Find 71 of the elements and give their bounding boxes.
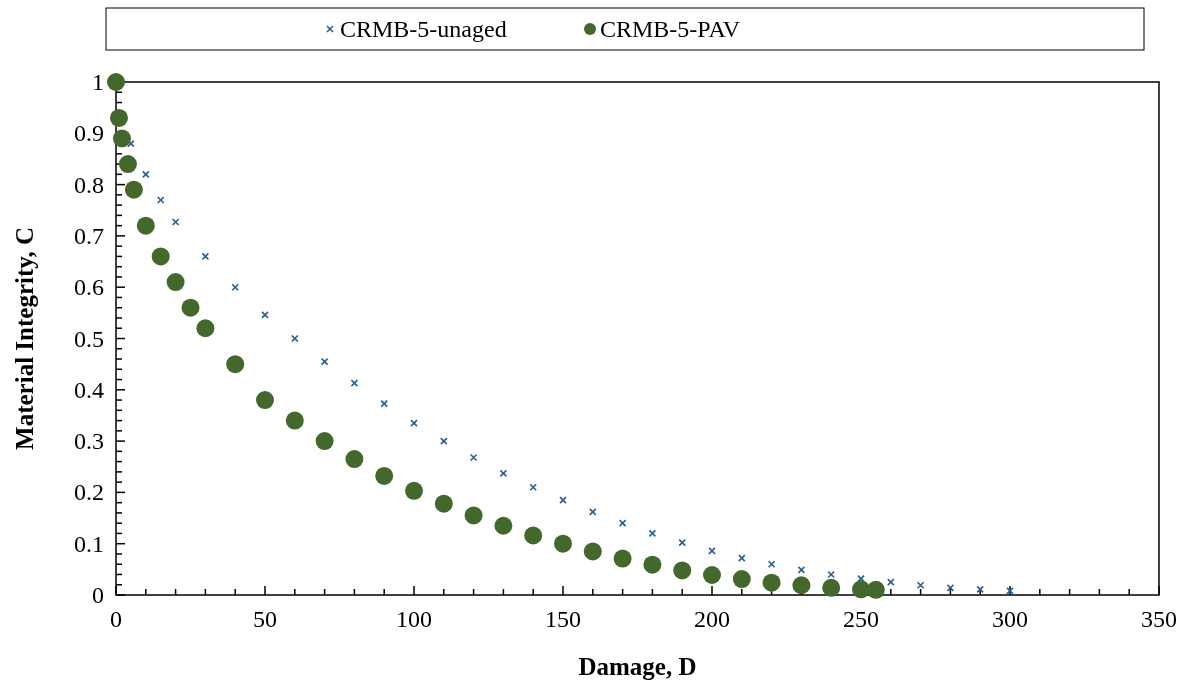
point bbox=[494, 516, 513, 535]
point bbox=[166, 273, 185, 292]
point bbox=[852, 580, 870, 599]
point bbox=[792, 576, 811, 595]
point bbox=[678, 538, 686, 547]
point bbox=[529, 483, 537, 492]
point bbox=[703, 565, 721, 584]
point bbox=[345, 450, 364, 469]
point bbox=[822, 578, 841, 597]
point bbox=[887, 578, 895, 586]
point bbox=[201, 252, 210, 261]
point bbox=[554, 534, 572, 553]
point bbox=[559, 496, 567, 504]
point bbox=[708, 547, 716, 555]
point bbox=[196, 319, 215, 338]
y-tick-label: 0.6 bbox=[74, 274, 104, 301]
point bbox=[405, 481, 423, 500]
y-tick-label: 1 bbox=[92, 69, 104, 95]
y-tick-label: 0.2 bbox=[74, 479, 104, 506]
y-tick-label: 0.5 bbox=[74, 325, 104, 352]
y-axis-title: Material Integrity, C bbox=[11, 227, 38, 450]
point bbox=[464, 506, 483, 525]
x-tick-label: 200 bbox=[694, 606, 730, 632]
point bbox=[261, 311, 269, 319]
y-tick-label: 0 bbox=[92, 582, 104, 608]
point bbox=[320, 357, 329, 366]
y-tick-label: 0.9 bbox=[74, 120, 104, 147]
y-tick-label: 0.7 bbox=[74, 222, 104, 249]
point bbox=[151, 247, 170, 266]
point bbox=[589, 508, 597, 516]
point bbox=[732, 570, 751, 589]
point bbox=[583, 542, 602, 561]
x-tick-label: 100 bbox=[396, 606, 432, 632]
point bbox=[643, 555, 662, 574]
legend-label: CRMB-5-PAV bbox=[600, 16, 741, 42]
x-axis-title: Damage, D bbox=[578, 653, 697, 680]
point bbox=[440, 437, 448, 445]
point bbox=[285, 411, 304, 430]
y-tick-label: 0.1 bbox=[74, 530, 104, 557]
x-tick-label: 350 bbox=[1141, 606, 1177, 632]
y-tick-label: 0.8 bbox=[74, 171, 104, 198]
legend-label: CRMB-5-unaged bbox=[340, 16, 507, 42]
x-tick-label: 300 bbox=[992, 606, 1028, 632]
point bbox=[673, 561, 692, 580]
point bbox=[256, 391, 274, 410]
point bbox=[375, 466, 394, 485]
point bbox=[469, 453, 478, 462]
y-tick-label: 0.3 bbox=[74, 428, 104, 455]
x-tick-label: 250 bbox=[843, 606, 879, 632]
point bbox=[315, 432, 334, 451]
x-tick-label: 150 bbox=[545, 606, 581, 632]
point bbox=[524, 526, 543, 545]
point bbox=[118, 155, 137, 174]
point bbox=[112, 129, 131, 148]
point bbox=[231, 283, 239, 291]
point bbox=[136, 216, 155, 235]
point bbox=[866, 580, 885, 599]
point bbox=[181, 298, 200, 317]
point bbox=[613, 549, 632, 568]
y-tick-label: 0.4 bbox=[74, 376, 104, 403]
point bbox=[499, 469, 508, 478]
x-tick-label: 50 bbox=[253, 606, 277, 632]
point bbox=[762, 573, 781, 592]
point bbox=[648, 529, 657, 538]
point bbox=[109, 108, 128, 127]
point bbox=[124, 180, 143, 199]
point bbox=[226, 355, 245, 374]
x-tick-label: 0 bbox=[110, 606, 122, 632]
point bbox=[142, 170, 150, 179]
point bbox=[107, 73, 125, 91]
point bbox=[434, 494, 453, 513]
